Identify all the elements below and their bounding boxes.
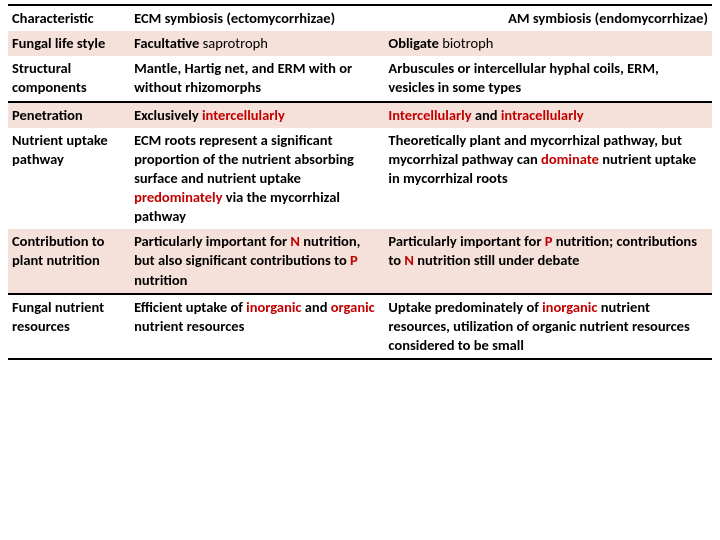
ecm-cell: Facultative saprotroph [130, 31, 384, 56]
am-cell: Uptake predominately of inorganic nutrie… [384, 294, 712, 359]
am-cell: Obligate biotroph [384, 31, 712, 56]
header-am: AM symbiosis (endomycorrhizae) [384, 5, 712, 31]
table-row: Contribution to plant nutritionParticula… [8, 229, 712, 293]
table-row: Fungal life styleFacultative saprotrophO… [8, 31, 712, 56]
symbiosis-comparison-table: CharacteristicECM symbiosis (ectomycorrh… [8, 4, 712, 360]
table-row: PenetrationExclusively intercellularlyIn… [8, 102, 712, 128]
header-characteristic: Characteristic [8, 5, 130, 31]
ecm-cell: Efficient uptake of inorganic and organi… [130, 294, 384, 359]
row-label: Penetration [8, 102, 130, 128]
am-cell: Theoretically plant and mycorrhizal path… [384, 128, 712, 230]
header-ecm: ECM symbiosis (ectomycorrhizae) [130, 5, 384, 31]
am-cell: Intercellularly and intracellularly [384, 102, 712, 128]
row-label: Fungal life style [8, 31, 130, 56]
ecm-cell: Mantle, Hartig net, and ERM with or with… [130, 56, 384, 101]
table-row: Fungal nutrient resourcesEfficient uptak… [8, 294, 712, 359]
row-label: Fungal nutrient resources [8, 294, 130, 359]
table-row: Nutrient uptake pathwayECM roots represe… [8, 128, 712, 230]
ecm-cell: Exclusively intercellularly [130, 102, 384, 128]
row-label: Contribution to plant nutrition [8, 229, 130, 293]
ecm-cell: Particularly important for N nutrition, … [130, 229, 384, 293]
table-row: Structural componentsMantle, Hartig net,… [8, 56, 712, 101]
row-label: Nutrient uptake pathway [8, 128, 130, 230]
am-cell: Arbuscules or intercellular hyphal coils… [384, 56, 712, 101]
ecm-cell: ECM roots represent a significant propor… [130, 128, 384, 230]
row-label: Structural components [8, 56, 130, 101]
am-cell: Particularly important for P nutrition; … [384, 229, 712, 293]
